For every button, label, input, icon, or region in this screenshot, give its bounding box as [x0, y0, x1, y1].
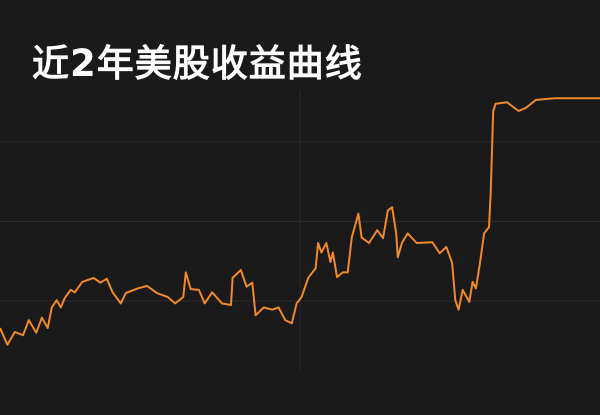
series-line	[0, 97, 600, 346]
chart-title: 近2年美股收益曲线	[32, 42, 363, 85]
